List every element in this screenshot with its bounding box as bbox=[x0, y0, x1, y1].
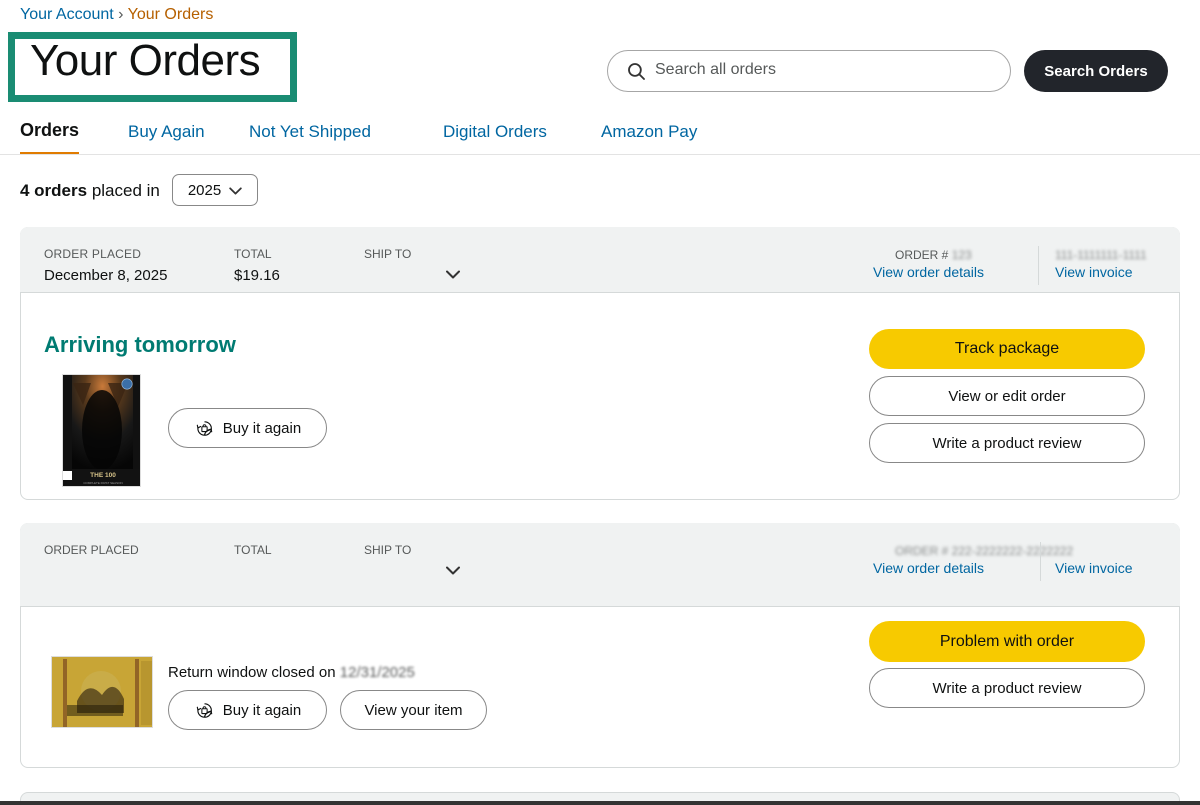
svg-text:THE 100: THE 100 bbox=[90, 472, 116, 479]
svg-text:COMPLETE FIRST SEASON: COMPLETE FIRST SEASON bbox=[83, 481, 122, 485]
